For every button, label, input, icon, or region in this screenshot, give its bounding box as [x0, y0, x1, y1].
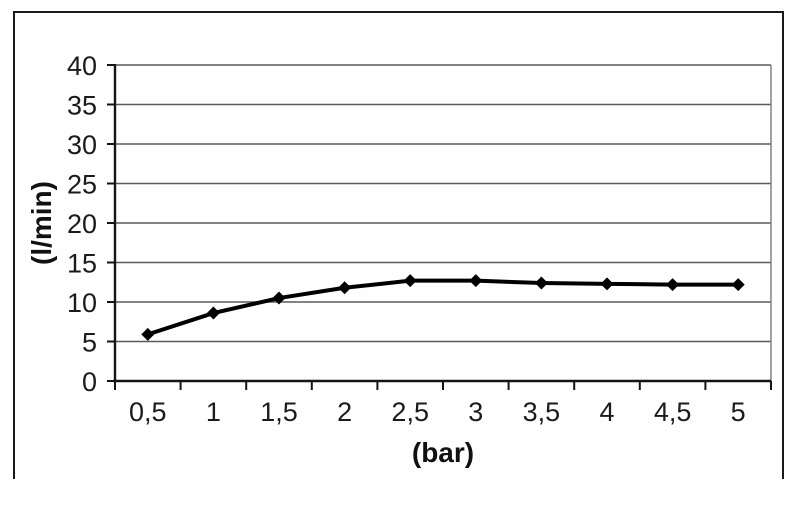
y-tick-label: 25: [67, 170, 97, 200]
y-tick-label: 5: [82, 328, 97, 358]
x-tick-label: 3: [468, 397, 483, 427]
data-point-marker: [403, 274, 417, 288]
data-point-marker: [666, 278, 680, 292]
x-axis-title: (bar): [411, 437, 475, 468]
y-tick-label: 0: [82, 367, 97, 397]
x-tick-label: 3,5: [523, 397, 561, 427]
y-tick-label: 10: [67, 288, 97, 318]
data-point-marker: [534, 276, 548, 290]
data-point-marker: [141, 327, 155, 341]
y-tick-label: 15: [67, 249, 97, 279]
chart-frame: [13, 11, 784, 479]
y-axis-title: (l/min): [26, 181, 57, 265]
x-tick-label: 2,5: [391, 397, 429, 427]
data-point-marker: [272, 291, 286, 305]
data-point-marker: [600, 277, 614, 291]
x-tick-label: 5: [731, 397, 746, 427]
x-tick-label: 2: [337, 397, 352, 427]
x-tick-label: 1: [206, 397, 221, 427]
y-tick-label: 30: [67, 130, 97, 160]
x-tick-label: 4,5: [654, 397, 692, 427]
data-point-marker: [338, 281, 352, 295]
data-point-marker: [206, 306, 220, 320]
x-tick-label: 1,5: [260, 397, 298, 427]
x-tick-label: 4: [599, 397, 614, 427]
data-point-marker: [731, 278, 745, 292]
y-tick-label: 20: [67, 209, 97, 239]
y-tick-label: 40: [67, 51, 97, 81]
data-point-marker: [469, 274, 483, 288]
x-tick-label: 0,5: [129, 397, 167, 427]
y-tick-label: 35: [67, 91, 97, 121]
series-line: [147, 278, 739, 337]
